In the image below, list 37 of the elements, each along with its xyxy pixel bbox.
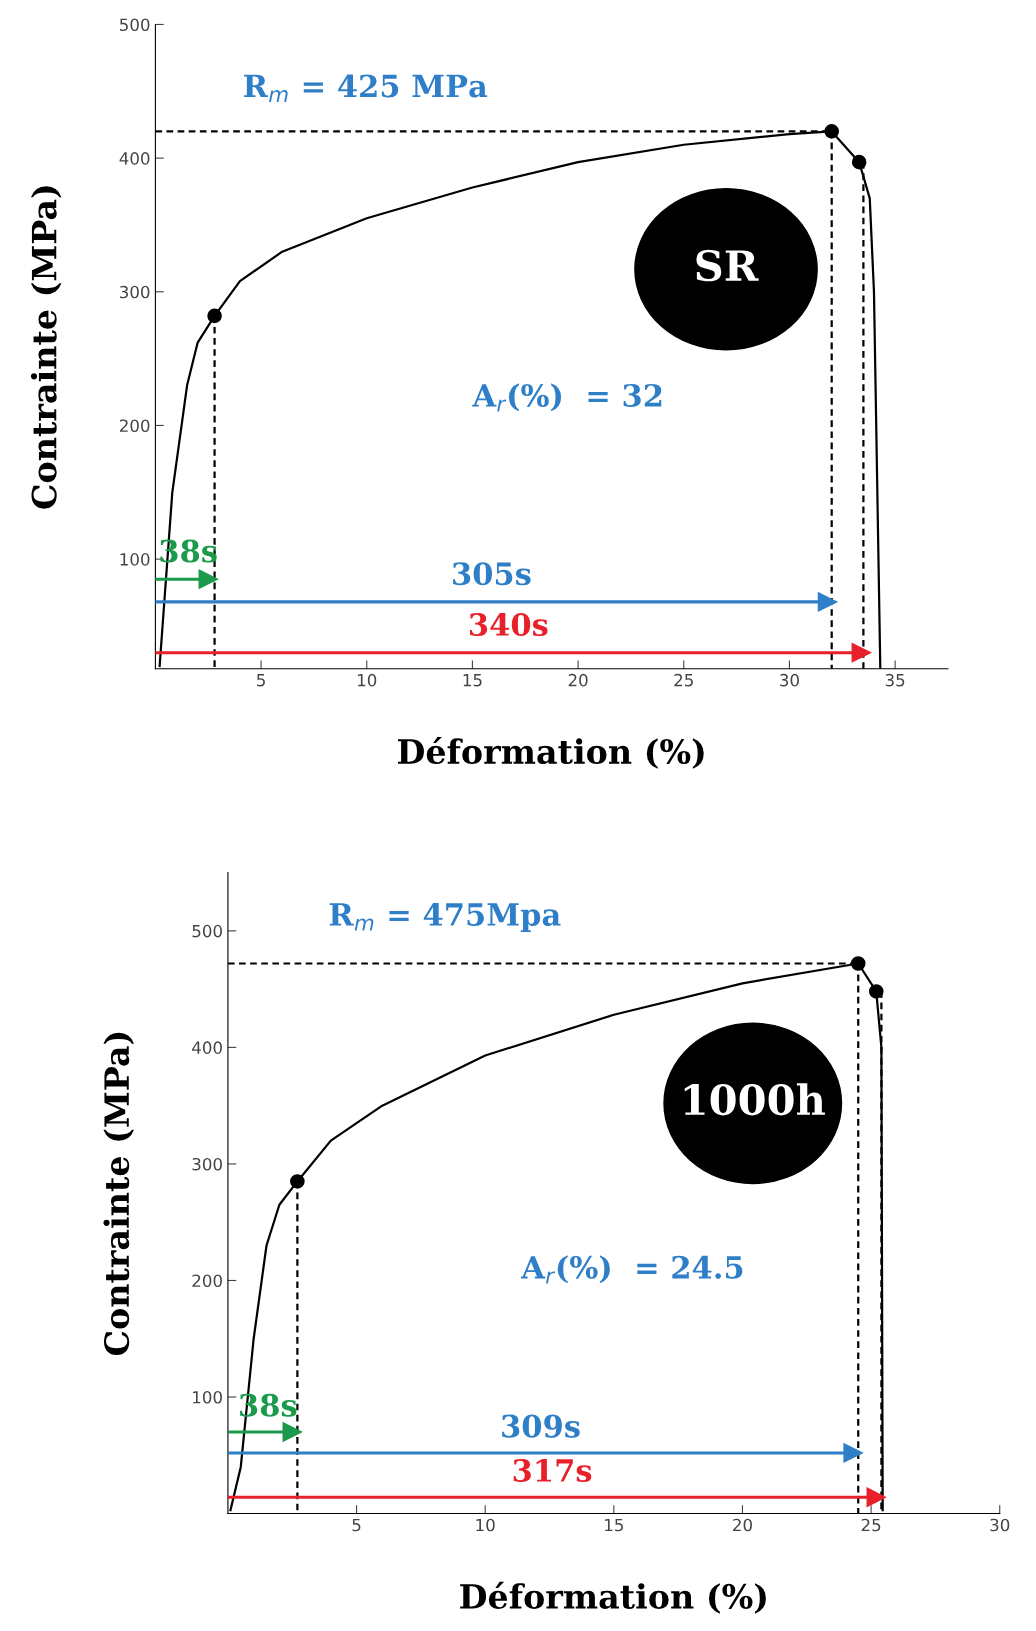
y-tick-label: 500	[192, 924, 222, 938]
y-tick-label: 200	[119, 419, 150, 433]
annotation: SR	[696, 249, 759, 282]
x-tick-label: 30	[990, 1518, 1010, 1532]
annotation: R$_{m}$ = 475Mpa	[329, 902, 561, 932]
y-tick-label: 100	[193, 1390, 222, 1404]
x-tick-label: 30	[780, 673, 799, 687]
x-tick-label: 20	[568, 673, 588, 687]
x-tick-label: 5	[257, 674, 265, 687]
series-label: 309s	[502, 1414, 580, 1438]
y-tick-label: 300	[192, 1157, 222, 1171]
series-label: 340s	[469, 612, 548, 637]
x-tick-label: 10	[476, 1518, 495, 1532]
y-tick-label: 400	[119, 152, 150, 165]
x-axis-title: Déformation (%)	[460, 1581, 766, 1614]
y-tick-label: 300	[120, 285, 150, 299]
y-tick-label: 200	[192, 1274, 222, 1288]
x-tick-label: 25	[861, 1518, 881, 1532]
x-tick-label: 25	[674, 673, 693, 687]
annotation: A$_{r}$(%) = 32	[472, 383, 662, 412]
y-tick-label: 500	[120, 18, 150, 32]
x-tick-label: 15	[605, 1518, 623, 1532]
annotation: 1000h	[684, 1083, 825, 1116]
x-tick-label: 20	[733, 1518, 752, 1532]
series-label: 317s	[513, 1458, 592, 1483]
x-tick-label: 10	[357, 673, 377, 687]
y-axis-title: Contrainte (MPa)	[30, 186, 62, 509]
annotation: R$_{m}$ = 425 MPa	[244, 74, 488, 103]
y-tick-label: 100	[120, 553, 150, 566]
x-tick-label: 15	[463, 674, 482, 687]
x-tick-label: 5	[352, 1518, 361, 1532]
y-tick-label: 400	[192, 1041, 222, 1054]
x-axis-title: Déformation (%)	[398, 736, 704, 769]
annotation: A$_{r}$(%) = 24.5	[520, 1255, 743, 1284]
x-tick-label: 35	[885, 673, 905, 687]
series-label: 305s	[453, 562, 531, 586]
y-axis-title: Contrainte (MPa)	[103, 1032, 134, 1356]
